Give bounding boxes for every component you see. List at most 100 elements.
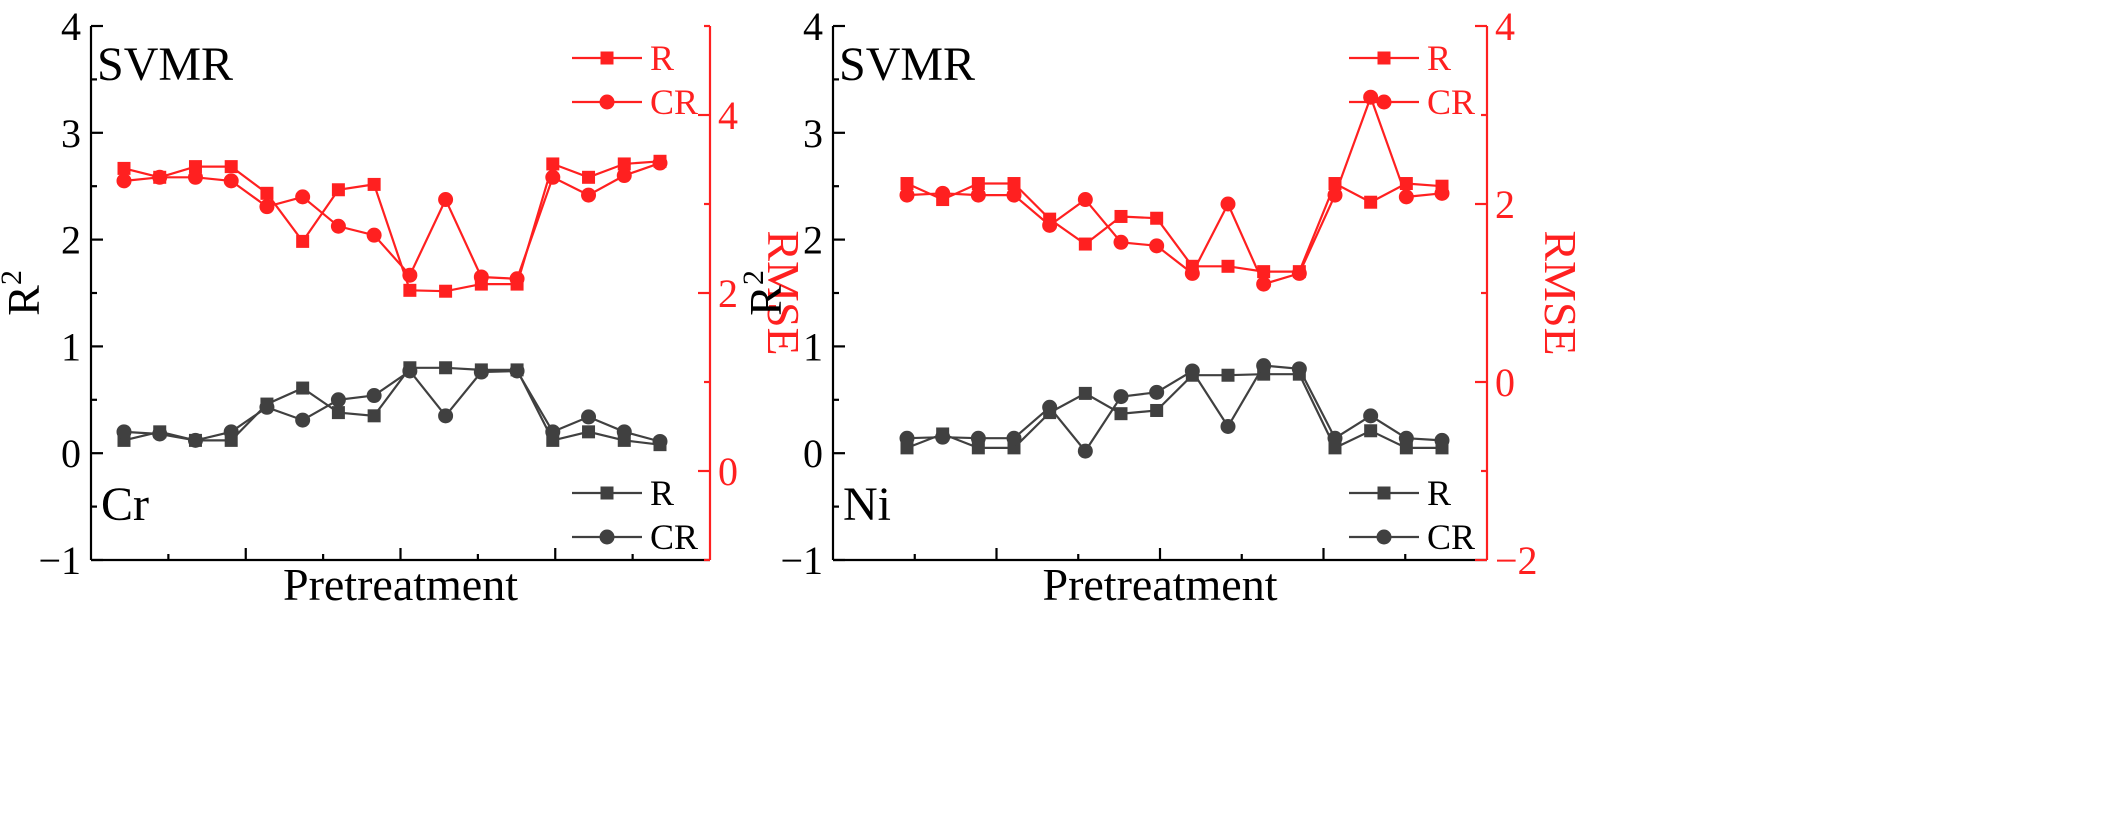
data-point-rmse-cr [473,269,489,285]
element-label: Cr [101,478,149,531]
data-point-r2-r [1150,403,1164,417]
data-point-r2-cr [1077,443,1093,459]
legend-label: CR [1427,82,1475,122]
data-point-r2-r [331,406,345,420]
data-point-rmse-cr [509,271,525,287]
data-point-rmse-r [582,170,596,184]
series-line-rmse-cr [906,93,1443,286]
data-point-r2-r [582,425,596,439]
legend-label: CR [650,517,698,557]
left-y-tick-label: 2 [61,218,81,263]
right-y-tick-label: −2 [1495,538,1538,583]
data-point-rmse-cr [223,173,239,189]
data-point-r2-r [439,361,453,375]
model-label: SVMR [97,38,233,91]
data-point-rmse-cr [259,199,275,215]
data-point-rmse-cr [581,187,597,203]
data-point-r2-cr [116,424,132,440]
left-y-axis-title-base: R [0,285,49,316]
left-y-axis-title: R2 [737,270,791,316]
data-point-rmse-cr [1220,196,1236,212]
series-line-rmse-r [906,181,1443,273]
legend-label: R [1427,38,1451,78]
data-point-rmse-r [296,234,310,248]
legend-marker-circle [1376,529,1392,545]
data-point-rmse-r [546,157,560,171]
data-point-rmse-cr [152,169,168,185]
data-point-r2-cr [1042,399,1058,415]
left-y-axis-title-base: R [740,285,791,316]
data-point-r2-cr [1220,419,1236,434]
model-label: SVMR [839,38,975,91]
data-point-r2-cr [366,388,382,404]
left-y-tick-label: 3 [803,111,823,156]
left-y-tick-label: 0 [61,431,81,476]
data-point-rmse-r [1221,259,1235,273]
left-y-tick-label: 0 [803,431,823,476]
left-y-tick-label: −1 [780,538,823,583]
data-point-rmse-r [617,157,631,171]
data-point-rmse-cr [616,168,632,184]
data-point-r2-cr [1398,430,1414,446]
series-line-r2-cr [906,364,1443,453]
data-point-r2-cr [259,399,275,415]
data-point-r2-cr [935,429,951,445]
legend-rmse: RCR [572,38,698,122]
data-point-r2-cr [1256,358,1272,374]
data-point-rmse-cr [187,169,203,185]
right-y-tick-label: 0 [718,449,738,494]
data-point-r2-cr [438,408,454,424]
data-point-rmse-cr [116,173,132,189]
data-point-r2-r [296,381,310,395]
legend-marker-circle [599,529,615,545]
data-point-r2-cr [295,412,311,428]
data-point-r2-r [1221,368,1235,382]
data-point-rmse-r [331,183,345,197]
data-point-rmse-r [439,284,453,298]
data-point-rmse-r [971,177,985,191]
data-point-rmse-cr [899,187,915,203]
left-y-tick-label: 2 [803,218,823,263]
right-y-tick-label: 0 [1495,360,1515,405]
legend-marker-circle [599,94,615,110]
data-point-rmse-r [117,161,131,175]
series-line-rmse-r [123,160,661,293]
data-point-rmse-cr [545,169,561,185]
data-point-rmse-cr [402,267,418,283]
data-point-rmse-r [367,177,381,191]
right-y-tick-label: 4 [1495,4,1515,49]
legend-marker-square [1377,486,1391,500]
data-point-rmse-cr [295,189,311,205]
data-point-r2-cr [899,430,915,446]
x-axis-title: Pretreatment [1042,559,1277,610]
legend-label: CR [1427,517,1475,557]
data-point-rmse-cr [1398,189,1414,205]
data-point-r2-cr [152,426,168,442]
data-point-r2-r [1078,386,1092,400]
data-point-rmse-cr [1327,187,1343,203]
data-point-rmse-r [1007,177,1021,191]
right-y-axis-title: RMSE [758,230,809,355]
data-point-rmse-r [1078,237,1092,251]
left-y-tick-label: 4 [61,4,81,49]
right-y-axis-title: RMSE [1535,230,1586,355]
data-point-rmse-r [260,186,274,200]
data-point-rmse-cr [1042,217,1058,233]
data-point-rmse-cr [1434,185,1450,201]
data-point-r2-cr [652,433,668,449]
legend-rmse: RCR [1349,38,1475,122]
left-y-tick-label: 1 [61,324,81,369]
legend-r2: RCR [572,473,698,557]
data-point-rmse-cr [652,155,668,171]
data-point-r2-cr [970,430,986,446]
data-point-r2-cr [509,363,525,379]
legend-r2: RCR [1349,473,1475,557]
data-point-rmse-cr [970,187,986,203]
legend-marker-square [1377,51,1391,65]
data-point-r2-cr [402,363,418,379]
legend-marker-square [600,51,614,65]
data-point-r2-cr [1006,430,1022,446]
x-axis-title: Pretreatment [283,559,518,610]
